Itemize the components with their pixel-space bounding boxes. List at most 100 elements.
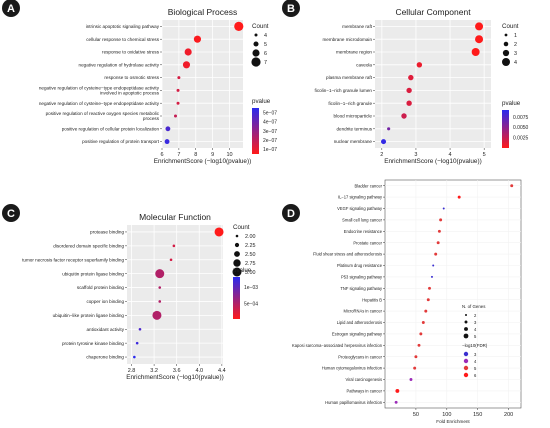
data-point-d xyxy=(510,184,514,188)
color-legend-bar xyxy=(502,110,509,148)
category-label: P53 signaling pathway xyxy=(341,275,383,280)
chart-title: Cellular Component xyxy=(395,7,471,17)
size-legend-label: 7 xyxy=(264,60,267,66)
chart-title: Molecular Function xyxy=(139,212,211,222)
color-legend-label: 6 xyxy=(474,373,477,378)
size-legend-label: 4 xyxy=(264,33,267,39)
size-legend-dot xyxy=(464,327,468,331)
x-tick-label: 3 xyxy=(414,152,417,158)
x-axis-label: Fold Enrichment xyxy=(436,419,470,424)
color-legend-label: 5e−04 xyxy=(244,301,258,307)
data-point-d xyxy=(426,298,430,302)
size-legend-dot xyxy=(465,314,467,316)
panel-b: B Cellular Component membrane raft membrane… xyxy=(282,0,529,165)
data-point-c xyxy=(172,244,176,248)
size-legend-label: 4 xyxy=(474,327,477,332)
size-legend-dot xyxy=(252,49,260,57)
color-legend-label: 4 xyxy=(474,359,477,364)
category-label: positive regulation of reactive oxygen s… xyxy=(46,111,160,121)
x-tick-label: 2.8 xyxy=(128,368,136,374)
data-point-d xyxy=(409,378,413,381)
color-legend-label: 5 xyxy=(474,366,477,371)
size-legend-label: 6 xyxy=(264,51,267,57)
category-label: ubiquitin−like protein ligase binding xyxy=(53,313,125,318)
category-label: cellular response to chemical stress xyxy=(86,37,159,42)
size-legend-dot xyxy=(233,259,241,267)
data-point-b xyxy=(475,35,484,44)
data-point-c xyxy=(133,355,136,359)
category-label: positive regulation of protein transport xyxy=(82,139,160,144)
data-point-b xyxy=(401,113,407,119)
category-label: negative regulation of cysteine−type end… xyxy=(39,85,160,95)
x-tick-label: 10 xyxy=(226,152,232,158)
category-label: Prostate cancer xyxy=(353,240,382,245)
size-legend-dot xyxy=(503,41,509,47)
category-label: negative regulation of cysteine−type end… xyxy=(39,101,160,106)
size-legend-label: 5 xyxy=(264,42,267,48)
category-label: caveola xyxy=(356,62,372,67)
category-label: tumor necrosis factor receptor superfami… xyxy=(22,257,124,262)
x-tick-label: 100 xyxy=(442,412,451,418)
data-point-d xyxy=(414,355,418,359)
color-legend-title: pvalue xyxy=(233,267,252,274)
x-tick-label: 4.4 xyxy=(218,368,226,374)
category-label: copper ion binding xyxy=(86,299,124,304)
color-legend-title: pvalue xyxy=(502,100,521,107)
category-label: blood microparticle xyxy=(333,114,372,119)
data-point-c xyxy=(135,341,139,345)
size-legend-title: Count xyxy=(252,23,269,30)
data-point-b xyxy=(406,100,412,106)
panel-letter-badge xyxy=(282,0,300,17)
data-point-a xyxy=(174,114,177,118)
x-tick-label: 50 xyxy=(413,412,419,418)
category-label: Bladder cancer xyxy=(354,183,382,188)
size-legend-title: Count xyxy=(233,224,250,231)
category-label: positive regulation of cellular protein … xyxy=(62,126,160,131)
data-point-d xyxy=(413,366,417,370)
x-axis-label: EnrichmentScore (−log10(pvalue)) xyxy=(126,374,224,381)
size-legend-label: 4 xyxy=(514,60,517,66)
category-label: ficolin−1−rich granule lumen xyxy=(315,88,373,93)
category-label: chaperone binding xyxy=(86,355,124,360)
category-label: ubiquitin protein ligase binding xyxy=(62,271,124,276)
panel-letter: B xyxy=(287,3,295,15)
data-point-a xyxy=(165,126,171,132)
size-legend-label: 2.25 xyxy=(245,243,256,249)
category-label: membrane microdomain xyxy=(322,37,372,42)
color-legend-label: 1e−07 xyxy=(263,147,277,153)
category-label: Small cell lung cancer xyxy=(342,218,382,223)
data-point-a xyxy=(193,35,202,43)
panel-letter: D xyxy=(287,208,295,220)
x-tick-label: 3.2 xyxy=(150,368,158,374)
x-tick-label: 9 xyxy=(211,152,214,158)
size-legend-dot xyxy=(232,267,242,277)
category-label: membrane raft xyxy=(342,24,373,29)
color-legend-label: 1e−03 xyxy=(244,285,258,291)
data-point-a xyxy=(176,101,180,105)
color-legend-dot xyxy=(463,365,469,371)
category-label: Lipid and atherosclerosis xyxy=(337,320,382,325)
category-label: plasma membrane raft xyxy=(326,75,373,80)
size-legend-label: 2.00 xyxy=(245,234,256,240)
color-legend-bar xyxy=(233,277,240,319)
data-point-a xyxy=(176,88,180,92)
data-point-b xyxy=(387,127,391,131)
category-label: Kaposi sarcoma−associated herpesvirus in… xyxy=(292,343,383,348)
data-point-b xyxy=(406,87,412,94)
panel-letter: C xyxy=(7,208,15,220)
size-legend-label: 3 xyxy=(514,51,517,57)
size-legend-dot xyxy=(502,49,510,57)
data-point-d xyxy=(436,241,440,245)
plot-area xyxy=(127,225,223,364)
color-legend-dot xyxy=(463,351,469,357)
color-legend-label: 0.0075 xyxy=(513,115,529,121)
category-label: antioxidant activity xyxy=(86,327,124,332)
color-legend-dot xyxy=(463,372,469,378)
x-tick-label: 2 xyxy=(380,152,383,158)
data-point-d xyxy=(419,332,423,336)
data-point-c xyxy=(155,269,165,279)
category-label: protease binding xyxy=(90,230,124,235)
category-label: TNF signaling pathway xyxy=(340,286,383,291)
category-label: Hepatitis B xyxy=(362,297,382,302)
